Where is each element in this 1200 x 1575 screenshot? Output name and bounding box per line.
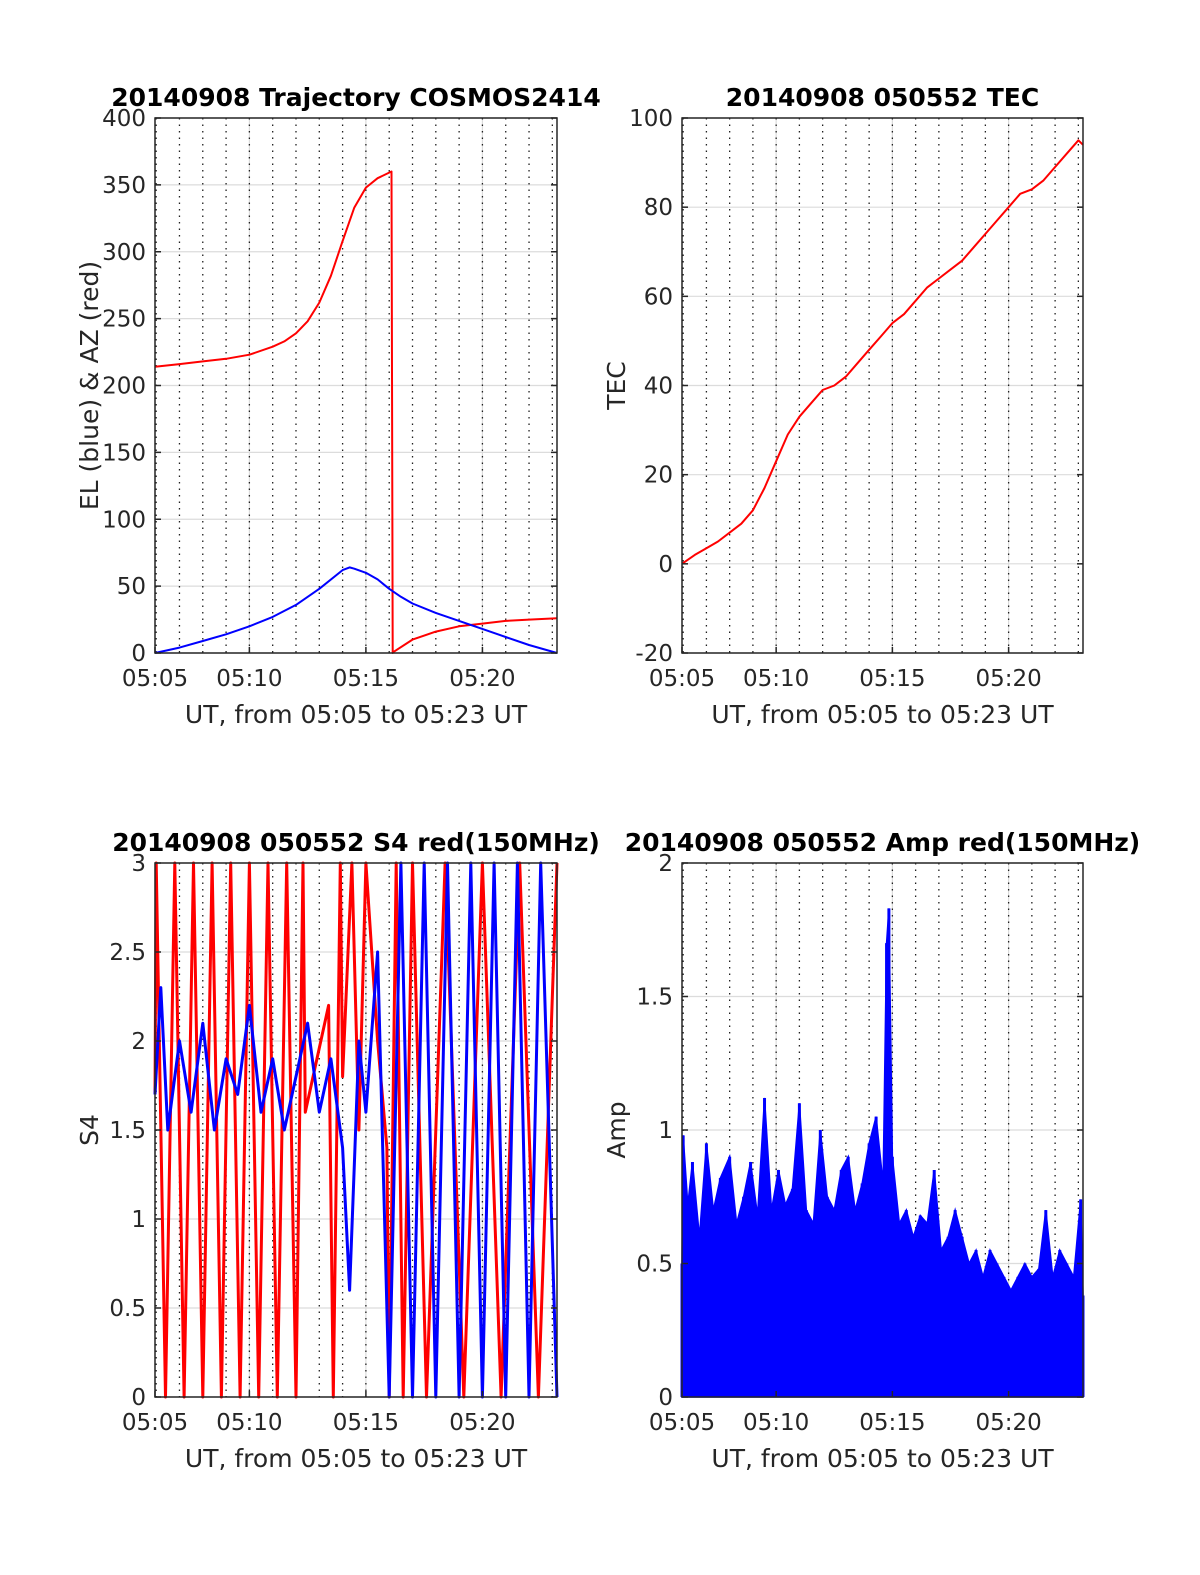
y-tick-label: 0.5 — [636, 1252, 673, 1278]
x-tick-label: 05:15 — [333, 666, 399, 692]
y-tick-label: 0 — [658, 1385, 673, 1411]
chart-title: 20140908 050552 Amp red(150MHz) — [625, 828, 1141, 857]
series-line-1 — [154, 566, 558, 654]
y-tick-label: 3 — [131, 851, 146, 877]
y-tick-label: 400 — [102, 106, 146, 132]
x-tick-label: 05:05 — [122, 1410, 188, 1436]
y-tick-label: 100 — [102, 507, 146, 533]
chart-title: 20140908 Trajectory COSMOS2414 — [111, 83, 601, 112]
y-axis-label: Amp — [602, 1101, 631, 1158]
x-tick-label: 05:15 — [859, 1410, 925, 1436]
x-axis-label: UT, from 05:05 to 05:23 UT — [185, 700, 528, 729]
x-tick-label: 05:20 — [975, 1410, 1041, 1436]
x-tick-label: 05:15 — [333, 1410, 399, 1436]
y-axis-label: EL (blue) & AZ (red) — [75, 261, 104, 510]
y-tick-label: 60 — [644, 284, 673, 310]
series-line-0 — [153, 861, 559, 1399]
y-tick-label: 1.5 — [636, 985, 673, 1011]
x-tick-label: 05:10 — [743, 1410, 809, 1436]
x-tick-label: 05:20 — [449, 666, 515, 692]
y-tick-label: 200 — [102, 374, 146, 400]
y-tick-label: 0 — [131, 1385, 146, 1411]
series-line-0 — [681, 139, 1084, 565]
x-tick-label: 05:20 — [449, 1410, 515, 1436]
y-tick-label: 1.5 — [109, 1118, 146, 1144]
y-tick-label: 0.5 — [109, 1296, 146, 1322]
y-tick-label: 150 — [102, 440, 146, 466]
y-tick-label: 300 — [102, 240, 146, 266]
y-tick-label: 0 — [131, 641, 146, 667]
y-tick-label: 2 — [131, 1029, 146, 1055]
y-axis-label: S4 — [75, 1114, 104, 1146]
series-line-1 — [153, 861, 559, 1399]
x-axis-label: UT, from 05:05 to 05:23 UT — [711, 700, 1054, 729]
y-tick-label: 1 — [131, 1207, 146, 1233]
y-tick-label: 20 — [644, 463, 673, 489]
chart-tec: 05:05 05:10 05:15 05:20 -20 0 20 40 60 80 100 20140… — [602, 83, 1084, 729]
x-tick-label: 05:10 — [743, 666, 809, 692]
x-axis-label: UT, from 05:05 to 05:23 UT — [711, 1444, 1054, 1473]
y-tick-label: 80 — [644, 195, 673, 221]
y-axis-label: TEC — [602, 361, 631, 411]
x-tick-label: 05:05 — [122, 666, 188, 692]
x-tick-label: 05:05 — [649, 1410, 715, 1436]
amp-envelope — [681, 908, 1084, 1398]
chart-s4: 05:05 05:10 05:15 05:20 0 0.5 1 1.5 2 2.5 32014090… — [75, 828, 600, 1473]
y-tick-label: 50 — [117, 574, 146, 600]
series-line-0 — [154, 170, 558, 654]
x-tick-label: 05:10 — [216, 666, 282, 692]
x-tick-label: 05:20 — [975, 666, 1041, 692]
y-tick-label: 1 — [658, 1118, 673, 1144]
y-tick-label: -20 — [635, 641, 673, 667]
y-tick-label: 100 — [629, 106, 673, 132]
chart-trajectory: 05:05 05:10 05:15 05:20 0 50 100 150 200 250 300 35… — [75, 83, 601, 729]
y-tick-label: 2 — [658, 851, 673, 877]
x-tick-label: 05:15 — [859, 666, 925, 692]
y-tick-label: 250 — [102, 307, 146, 333]
y-tick-label: 40 — [644, 374, 673, 400]
y-tick-label: 2.5 — [109, 940, 146, 966]
y-tick-label: 0 — [658, 552, 673, 578]
chart-title: 20140908 050552 TEC — [726, 83, 1039, 112]
chart-title: 20140908 050552 S4 red(150MHz) — [112, 828, 600, 857]
y-tick-label: 350 — [102, 173, 146, 199]
x-axis-label: UT, from 05:05 to 05:23 UT — [185, 1444, 528, 1473]
x-tick-label: 05:10 — [216, 1410, 282, 1436]
x-tick-label: 05:05 — [649, 666, 715, 692]
